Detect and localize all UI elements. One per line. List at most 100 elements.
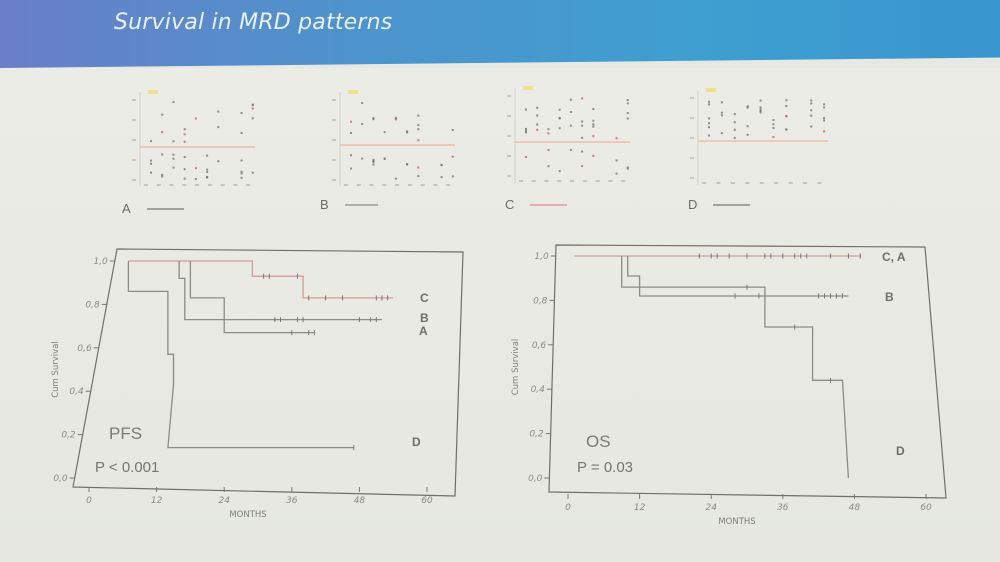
slide-background — [0, 68, 1000, 562]
thumbnail-point — [161, 173, 164, 176]
slide-title: Survival in MRD patterns — [114, 10, 393, 35]
curve-label-d: D — [896, 444, 905, 458]
thumbnail-point — [733, 128, 736, 131]
thumbnail-point — [626, 102, 629, 105]
thumbnail-point — [810, 114, 813, 117]
thumbnail-point — [240, 131, 243, 134]
thumbnail-point — [785, 115, 788, 118]
y-tick-label: 1,0 — [93, 257, 108, 267]
thumbnail-point — [759, 108, 762, 111]
thumbnail-point — [206, 170, 209, 173]
thumbnail-point — [194, 167, 197, 170]
thumbnail-point — [206, 168, 209, 171]
thumbnail-point — [759, 110, 762, 113]
thumbnail-point — [708, 122, 710, 125]
thumbnail-point — [581, 165, 584, 168]
pattern-thumbnail-b: B — [320, 90, 455, 212]
thumbnail-point — [183, 140, 186, 143]
y-tick-label: 0,6 — [532, 341, 547, 351]
thumbnail-point — [194, 178, 197, 181]
km-curve-c — [128, 260, 394, 299]
thumbnail-point — [626, 112, 629, 115]
pattern-letter-c: C — [505, 197, 514, 212]
x-tick-label: 48 — [354, 496, 366, 506]
thumbnail-point — [536, 128, 539, 131]
thumbnail-point — [525, 127, 527, 130]
thumbnail-point — [708, 117, 710, 120]
pattern-letter-d: D — [688, 197, 697, 212]
x-tick-label: 24 — [218, 496, 230, 506]
y-tick-label: 0,8 — [533, 296, 548, 306]
y-tick-label: 0,4 — [531, 385, 546, 395]
thumbnail-point — [217, 126, 220, 129]
thumbnail-point — [592, 119, 595, 122]
thumbnail-point — [183, 168, 186, 171]
km-curve-d — [127, 261, 354, 449]
thumbnail-point — [759, 111, 762, 114]
thumbnail-point — [417, 124, 420, 127]
thumbnail-point — [772, 123, 775, 126]
thumbnail-point — [581, 120, 584, 123]
y-tick-label: 0,2 — [529, 430, 544, 440]
thumbnail-point — [383, 157, 386, 160]
thumbnail-point — [626, 99, 629, 102]
thumbnail-point — [581, 124, 584, 127]
thumbnail-point — [372, 163, 375, 166]
thumbnail-point — [547, 132, 550, 135]
thumbnail-point — [417, 128, 420, 131]
x-tick-label: 36 — [286, 496, 298, 506]
km-curve-b — [627, 256, 849, 297]
thumbnail-point — [810, 102, 813, 105]
thumbnail-point — [592, 125, 595, 128]
thumbnail-point — [536, 114, 539, 117]
thumbnail-legend-marker — [706, 88, 716, 92]
thumbnail-point — [823, 117, 826, 120]
curve-label-b: B — [885, 290, 894, 304]
thumbnail-point — [161, 175, 164, 178]
thumbnail-point — [240, 159, 243, 162]
p-value-label: P < 0.001 — [95, 459, 159, 476]
thumbnail-point — [150, 159, 152, 162]
thumbnail-point — [772, 118, 775, 121]
thumbnail-point — [161, 131, 164, 134]
thumbnail-point — [720, 132, 723, 135]
thumbnail-point — [626, 117, 629, 120]
x-tick-label: 12 — [634, 503, 646, 513]
thumbnail-point — [406, 131, 409, 134]
curve-label-a: A — [419, 324, 428, 338]
chart-title-label: PFS — [109, 424, 142, 443]
thumbnail-point — [206, 176, 209, 179]
thumbnail-point — [547, 165, 550, 168]
thumbnail-point — [172, 140, 175, 143]
thumbnail-point — [394, 116, 397, 119]
thumbnail-point — [746, 106, 749, 109]
thumbnail-point — [823, 106, 826, 109]
x-tick-label: 12 — [151, 496, 163, 506]
thumbnail-point — [569, 98, 572, 101]
thumbnail-point — [161, 153, 164, 156]
x-tick-label: 48 — [849, 503, 861, 513]
thumbnail-point — [217, 160, 220, 163]
thumbnail-point — [810, 125, 813, 128]
thumbnail-point — [615, 159, 618, 162]
thumbnail-point — [759, 106, 762, 109]
curve-label-c: C — [420, 291, 429, 305]
thumbnail-point — [720, 114, 723, 117]
curve-label-b: B — [420, 311, 429, 325]
thumbnail-point — [361, 102, 364, 105]
thumbnail-point — [394, 118, 397, 121]
thumbnail-point — [759, 99, 762, 102]
thumbnail-point — [746, 105, 749, 108]
thumbnail-point — [592, 154, 595, 157]
thumbnail-point — [361, 122, 364, 125]
thumbnail-point — [240, 172, 243, 175]
thumbnail-point — [708, 100, 710, 103]
thumbnail-point — [417, 166, 420, 169]
thumbnail-point — [417, 139, 420, 142]
thumbnail-legend-marker — [348, 90, 358, 94]
thumbnail-point — [251, 171, 254, 174]
thumbnail-point — [372, 117, 375, 120]
thumbnail-point — [172, 157, 175, 160]
